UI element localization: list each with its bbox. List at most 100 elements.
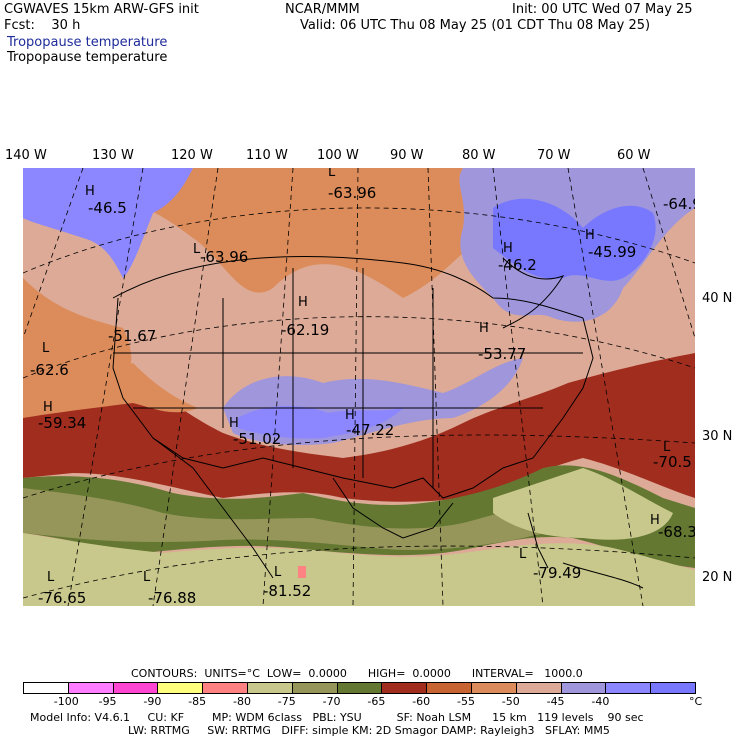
shading-olivelight-band: [23, 488, 623, 550]
hl-marker: L: [193, 242, 201, 257]
lon-label: 70 W: [537, 148, 571, 163]
lon-label: 80 W: [462, 148, 496, 163]
hl-marker: L: [519, 547, 527, 562]
colorbar-tick-label: -60: [412, 695, 431, 708]
contour-value-label: -62.6: [30, 361, 69, 379]
colorbar-swatch: [605, 682, 652, 694]
lat-label: 20 N: [702, 570, 733, 585]
hl-marker: H: [298, 295, 308, 310]
hl-marker: H: [229, 416, 239, 431]
lon-label: 60 W: [617, 148, 651, 163]
colorbar-swatch: [247, 682, 293, 694]
colorbar-tick-label: -65: [367, 695, 386, 708]
hl-marker: L: [663, 440, 671, 455]
colorbar-swatch: [67, 682, 114, 694]
forecast-hour: Fcst: 30 h: [4, 18, 81, 33]
colorbar-swatch: [471, 682, 517, 694]
colorbar-tick-label: -40: [591, 695, 610, 708]
contour-value-label: -45.99: [588, 243, 636, 261]
hl-labels: H H H H H H H H H L L L L L L L L -46.5 -63.96 -63.96 -46.2 -…: [30, 168, 695, 606]
colorbar-unit: °C: [689, 695, 703, 708]
shading-blue-ne: [493, 198, 656, 281]
colorbar-swatch: [112, 682, 159, 694]
contour-value-label: -79.49: [533, 564, 581, 582]
map-panel: H H H H H H H H H L L L L L L L L -46.5 -63.96 -63.96 -46.2 -…: [23, 168, 695, 606]
colorbar-swatch: [650, 682, 696, 694]
hl-marker: H: [479, 321, 489, 336]
model-info-line1: Model Info: V4.6.1 CU: KF MP: WDM 6class…: [30, 711, 644, 724]
colorbar-swatch: [515, 682, 562, 694]
field-name-shaded: Tropopause temperature: [7, 35, 168, 50]
contour-value-label: -64.9: [663, 195, 695, 213]
colorbar-tick-label: -100: [53, 695, 79, 708]
valid-time: Valid: 06 UTC Thu 08 May 25 (01 CDT Thu …: [300, 18, 651, 33]
contour-value-label: -68.3: [658, 523, 695, 541]
colorbar-tick-label: -50: [501, 695, 520, 708]
lon-label: 140 W: [5, 148, 47, 163]
colorbar-tick-label: -75: [277, 695, 296, 708]
contours-info: CONTOURS: UNITS=°C LOW= 0.0000 HIGH= 0.0…: [131, 667, 583, 680]
colorbar-swatch: [381, 682, 428, 694]
hl-marker: L: [42, 341, 50, 356]
contour-value-label: -53.77: [478, 345, 526, 363]
model-title: CGWAVES 15km ARW-GFS init: [4, 2, 199, 17]
hl-marker: H: [503, 241, 513, 256]
shading-blue-central: [238, 406, 403, 439]
center-name: NCAR/MMM: [285, 2, 360, 17]
colorbar-tick-label: -55: [457, 695, 475, 708]
contour-value-label: -47.22: [346, 421, 394, 439]
colorbar-tick-label: -80: [233, 695, 251, 708]
map-plot: H H H H H H H H H L L L L L L L L -46.5 -63.96 -63.96 -46.2 -…: [23, 168, 695, 606]
shading-blue-nw: [23, 168, 193, 278]
hl-marker: H: [43, 400, 53, 415]
hl-marker: H: [650, 513, 660, 528]
contour-value-label: -76.65: [38, 589, 86, 606]
boundaries: [112, 256, 644, 589]
colorbar-swatch: [560, 682, 607, 694]
lat-label: 30 N: [702, 429, 733, 444]
contour-value-label: -63.96: [200, 248, 248, 266]
hl-marker: H: [585, 228, 595, 243]
hl-marker: L: [143, 570, 151, 585]
colorbar-swatch: [202, 682, 248, 694]
colorbar-swatch: [336, 682, 383, 694]
lat-label: 40 N: [702, 291, 733, 306]
shading-pale-green-south: [23, 533, 695, 606]
colorbar-tick-label: -90: [143, 695, 162, 708]
colorbar-swatch: [157, 682, 204, 694]
colorbar-tick-label: -45: [546, 695, 565, 708]
contour-value-label: -46.5: [88, 199, 127, 217]
lon-label: 130 W: [92, 148, 134, 163]
lon-label: 100 W: [317, 148, 359, 163]
contour-value-label: -59.34: [38, 414, 86, 432]
contour-value-label: -62.19: [281, 321, 329, 339]
lon-label: 90 W: [390, 148, 424, 163]
contour-value-label: -76.88: [148, 589, 196, 606]
shading-pink-spot: [298, 566, 306, 578]
colorbar-swatch: [23, 682, 69, 694]
colorbar-swatch: [426, 682, 472, 694]
colorbar-tick-label: -70: [322, 695, 341, 708]
lon-label: 110 W: [246, 148, 288, 163]
field-name-contour: Tropopause temperature: [7, 50, 168, 65]
colorbar-tick-label: -85: [188, 695, 207, 708]
hl-marker: L: [328, 168, 336, 180]
hl-marker: H: [85, 184, 95, 199]
graticule: [23, 168, 695, 606]
contour-value-label: -51.02: [233, 430, 281, 448]
contour-value-label: -70.5: [653, 453, 692, 471]
contour-value-label: -81.52: [263, 582, 311, 600]
contour-value-label: -46.2: [498, 256, 537, 274]
shading-orange-strip: [23, 363, 198, 418]
init-time: Init: 00 UTC Wed 07 May 25: [512, 2, 693, 17]
colorbar-tick-label: -95: [98, 695, 117, 708]
model-info-line2: LW: RRTMG SW: RRTMG DIFF: simple KM: 2D …: [128, 724, 610, 737]
contour-value-label: -51.67: [108, 327, 156, 345]
colorbar-swatch: [291, 682, 338, 694]
contour-value-label: -63.96: [328, 184, 376, 202]
shading-pale-green-east: [493, 468, 673, 540]
lon-label: 120 W: [171, 148, 213, 163]
hl-marker: L: [47, 570, 55, 585]
hl-marker: L: [274, 565, 282, 580]
hl-marker: H: [345, 408, 355, 423]
